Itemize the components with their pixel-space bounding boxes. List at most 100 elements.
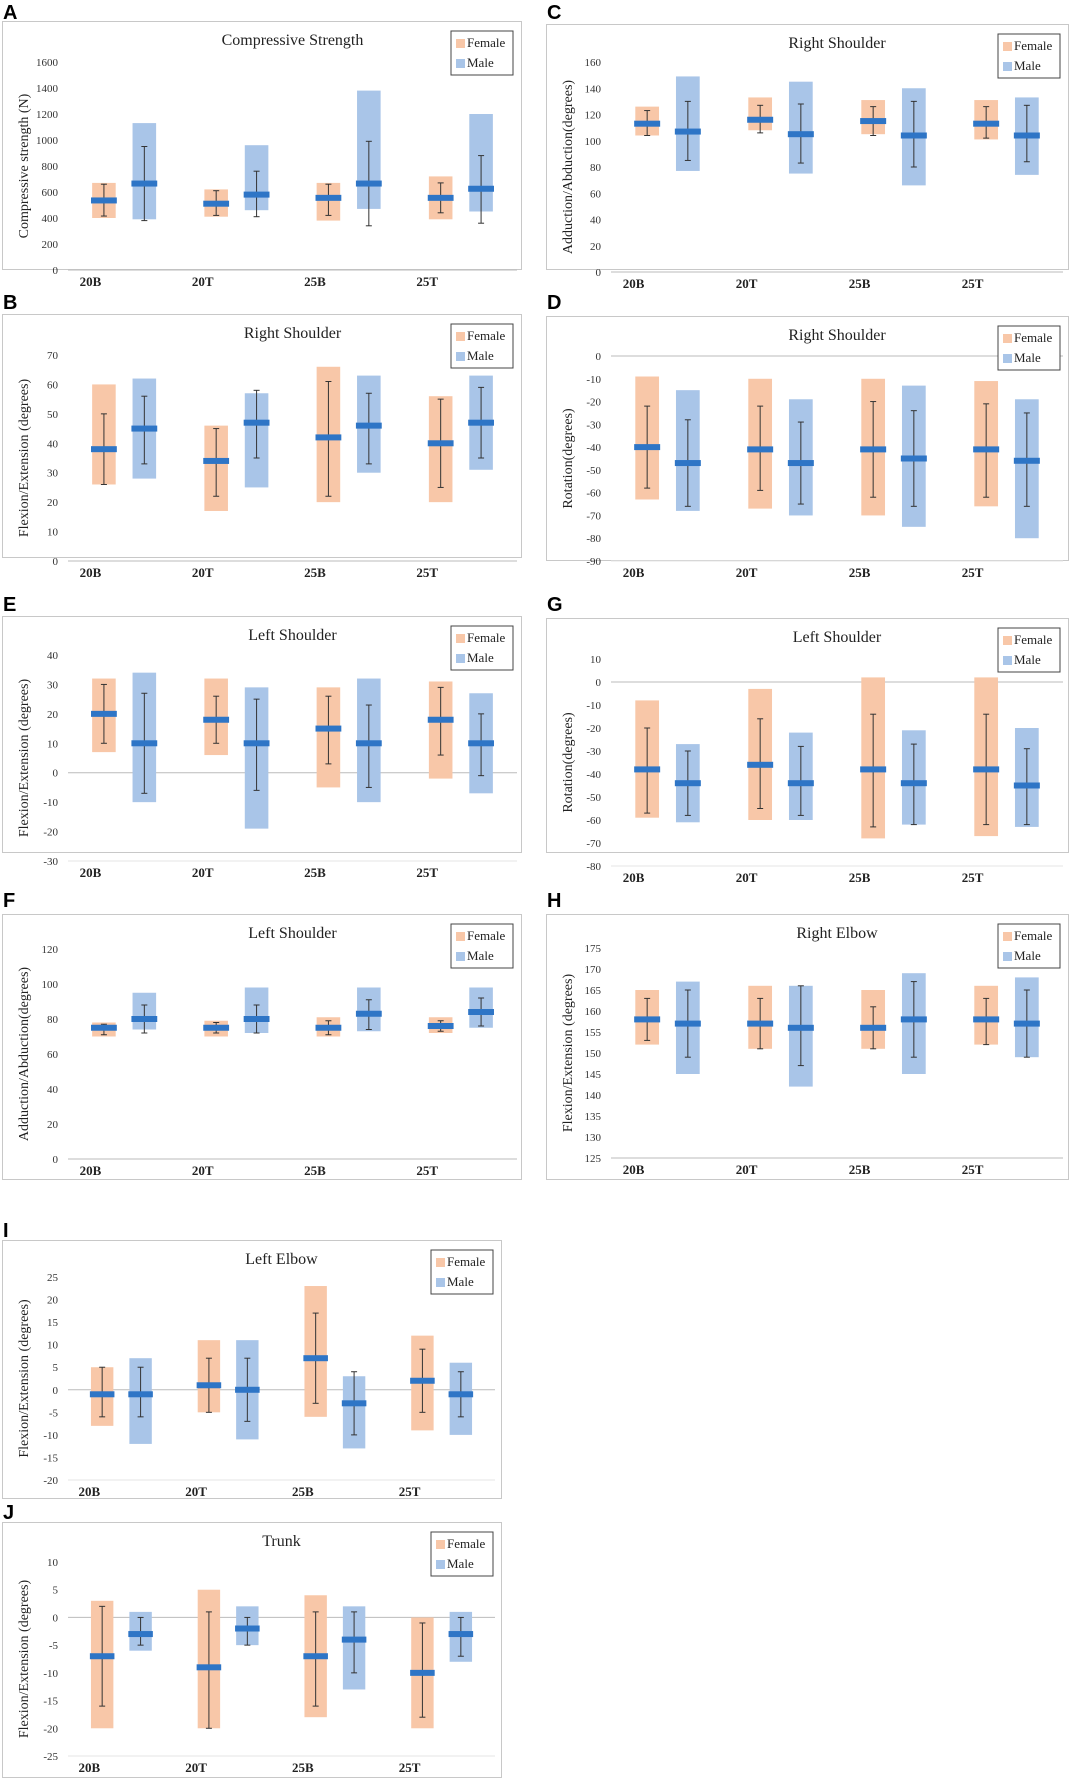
male-mean-marker — [128, 1631, 153, 1638]
y-tick-label: 150 — [585, 1048, 602, 1060]
legend-female-swatch — [1003, 42, 1012, 51]
male-mean-marker — [900, 1016, 927, 1023]
legend-male-label: Male — [447, 1556, 474, 1571]
legend: Female Male — [450, 923, 514, 969]
legend-female-label: Female — [467, 928, 505, 943]
x-tick-label: 20B — [623, 870, 645, 885]
y-axis-label: Flexion/Extension (degrees) — [561, 974, 576, 1133]
y-tick-label: 0 — [53, 265, 59, 277]
chart-title: Left Shoulder — [248, 627, 337, 644]
female-mean-marker — [747, 761, 774, 768]
x-tick-label: 25B — [304, 1163, 326, 1178]
y-tick-label: -90 — [586, 556, 601, 568]
chart-frame — [2, 914, 522, 1180]
x-tick-label: 25B — [304, 865, 326, 880]
panel-h: H Right Elbow Flexion/Extension (degrees) 1… — [546, 890, 1069, 1180]
y-tick-label: 140 — [585, 83, 602, 95]
x-tick-label: 20T — [736, 1162, 758, 1177]
y-tick-label: 200 — [42, 239, 59, 251]
y-tick-label: -20 — [586, 723, 601, 735]
y-tick-label: 125 — [585, 1153, 602, 1165]
x-tick-label: 25B — [304, 565, 326, 580]
male-mean-marker — [787, 131, 814, 138]
male-mean-marker — [900, 780, 927, 787]
y-tick-label: 0 — [53, 1385, 59, 1397]
female-mean-marker — [634, 444, 661, 451]
legend: Female Male — [450, 30, 514, 76]
x-tick-label: 20T — [736, 870, 758, 885]
female-mean-marker — [747, 116, 774, 123]
legend-female-swatch — [1003, 636, 1012, 645]
male-mean-marker — [235, 1625, 260, 1632]
x-tick-label: 25T — [416, 565, 438, 580]
legend-female-label: Female — [1014, 632, 1052, 647]
y-tick-label: -20 — [43, 827, 58, 839]
panel-a: A Compressive Strength Compressive strengt… — [2, 2, 522, 289]
female-mean-marker — [89, 1391, 115, 1398]
female-mean-marker — [203, 1024, 230, 1031]
chart-title: Right Shoulder — [788, 35, 886, 52]
female-mean-marker — [634, 120, 661, 127]
panel-label: E — [3, 594, 16, 616]
male-mean-marker — [674, 128, 701, 135]
y-tick-label: -10 — [586, 700, 601, 712]
legend-female-label: Female — [467, 35, 505, 50]
female-mean-marker — [747, 1020, 774, 1027]
panel-label: H — [547, 890, 561, 912]
legend: Female Male — [997, 923, 1061, 969]
female-mean-marker — [303, 1653, 328, 1660]
legend: Female Male — [997, 627, 1061, 673]
male-mean-marker — [448, 1631, 474, 1638]
female-mean-marker — [634, 1016, 661, 1023]
x-tick-label: 20B — [623, 1162, 645, 1177]
male-mean-marker — [243, 740, 270, 747]
legend-male-swatch — [436, 1560, 445, 1569]
legend-female-swatch — [456, 932, 465, 941]
male-mean-marker — [787, 780, 814, 787]
x-tick-label: 20B — [623, 276, 645, 291]
legend-male-label: Male — [1014, 350, 1041, 365]
male-mean-marker — [131, 425, 158, 432]
y-tick-label: -40 — [586, 769, 601, 781]
y-tick-label: 165 — [585, 985, 602, 997]
female-mean-marker — [427, 1023, 454, 1029]
female-mean-marker — [91, 1024, 117, 1031]
x-tick-label: 20B — [80, 274, 102, 289]
legend-female-swatch — [436, 1258, 445, 1267]
legend-male-swatch — [1003, 62, 1012, 71]
x-tick-label: 25B — [849, 870, 871, 885]
y-tick-label: 0 — [53, 556, 59, 568]
legend-female-swatch — [436, 1540, 445, 1549]
y-tick-label: 60 — [47, 379, 59, 391]
y-tick-label: 10 — [47, 1340, 59, 1352]
chart-title: Left Shoulder — [793, 629, 882, 646]
male-mean-marker — [131, 740, 158, 747]
y-tick-label: 80 — [47, 1014, 59, 1026]
legend-female-label: Female — [467, 630, 505, 645]
y-tick-label: 40 — [47, 650, 59, 662]
female-mean-marker — [747, 446, 774, 453]
male-mean-marker — [1013, 132, 1040, 139]
y-axis-label: Flexion/Extension (degrees) — [17, 1580, 32, 1739]
y-tick-label: 600 — [42, 187, 59, 199]
y-tick-label: 10 — [590, 654, 602, 666]
legend-male-label: Male — [447, 1274, 474, 1289]
y-tick-label: 0 — [53, 768, 59, 780]
male-mean-marker — [243, 419, 270, 426]
y-tick-label: 1400 — [36, 83, 59, 95]
y-tick-label: 0 — [596, 267, 602, 279]
y-tick-label: -50 — [586, 792, 601, 804]
y-tick-label: 80 — [590, 162, 602, 174]
y-tick-label: 70 — [47, 350, 59, 362]
panel-i: I Left Elbow Flexion/Extension (degrees) -2… — [2, 1220, 502, 1499]
x-tick-label: 20B — [79, 1760, 101, 1775]
y-axis-label: Flexion/Extension (degrees) — [17, 1299, 32, 1458]
panel-label: C — [547, 2, 561, 24]
panel-label: B — [3, 292, 17, 314]
x-tick-label: 20B — [79, 1484, 101, 1499]
y-tick-label: 170 — [585, 964, 602, 976]
x-tick-label: 25B — [292, 1760, 314, 1775]
legend-female-label: Female — [1014, 928, 1052, 943]
legend-male-label: Male — [1014, 652, 1041, 667]
male-mean-marker — [674, 460, 701, 467]
